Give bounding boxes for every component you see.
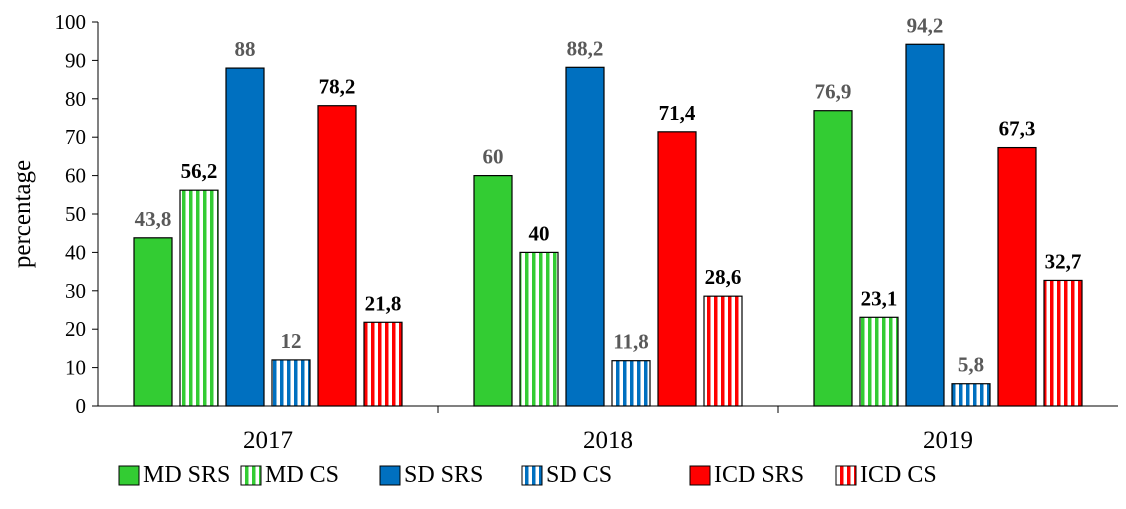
- x-category-label: 2018: [583, 427, 633, 454]
- axes: 0 10 20 30 40 50 60 70 80 90 100 2017 2018 2019: [55, 10, 1118, 454]
- legend-label: ICD CS: [860, 462, 937, 488]
- legend-item: MD CS: [240, 462, 339, 488]
- legend-swatch: [835, 465, 857, 486]
- legend-swatch: [379, 465, 401, 486]
- bar-sd-srs-2019: [905, 43, 945, 407]
- y-tick-label: 70: [65, 125, 86, 149]
- y-tick-label: 0: [76, 394, 87, 418]
- legend-label: MD SRS: [143, 462, 230, 488]
- y-tick-label: 60: [65, 164, 86, 188]
- y-tick-label: 20: [65, 317, 86, 341]
- bar-md-cs-2019: [859, 316, 899, 407]
- bar-md-cs-2018: [519, 251, 559, 407]
- bar-md-srs-2017: [133, 237, 173, 407]
- legend-label: MD CS: [265, 462, 339, 488]
- data-label: 23,1: [861, 286, 898, 310]
- bar-sd-cs-2018: [611, 360, 651, 407]
- bar-icd-cs-2019: [1043, 279, 1083, 407]
- bars: [133, 43, 1083, 407]
- data-label: 12: [281, 329, 302, 353]
- x-category-label: 2017: [243, 427, 293, 454]
- bar-icd-srs-2017: [317, 105, 357, 407]
- legend-label: ICD SRS: [714, 462, 804, 488]
- data-label: 56,2: [181, 159, 218, 183]
- legend-label: SD CS: [546, 462, 612, 488]
- data-label: 40: [529, 221, 550, 245]
- legend-item: MD SRS: [118, 462, 230, 488]
- data-label: 88: [235, 37, 256, 61]
- data-label: 43,8: [135, 207, 172, 231]
- data-label: 76,9: [815, 80, 852, 104]
- bar-icd-srs-2018: [657, 131, 697, 407]
- data-label: 94,2: [907, 13, 944, 37]
- data-label: 21,8: [365, 291, 402, 315]
- bar-icd-cs-2018: [703, 295, 743, 407]
- data-label: 32,7: [1045, 249, 1082, 273]
- x-category-label: 2019: [923, 427, 973, 454]
- bar-sd-srs-2017: [225, 67, 265, 407]
- legend-swatch: [240, 465, 262, 486]
- legend-swatch: [521, 465, 543, 486]
- data-label: 28,6: [705, 265, 742, 289]
- legend-label: SD SRS: [404, 462, 483, 488]
- data-label: 78,2: [319, 75, 356, 99]
- legend-item: SD SRS: [379, 462, 483, 488]
- data-label: 67,3: [999, 117, 1036, 141]
- bar-sd-srs-2018: [565, 66, 605, 407]
- bar-md-cs-2017: [179, 189, 219, 407]
- bar-sd-cs-2019: [951, 383, 991, 407]
- legend-item: ICD CS: [835, 462, 937, 488]
- y-tick-label: 10: [65, 356, 86, 380]
- data-label: 60: [483, 145, 504, 169]
- data-label: 71,4: [659, 101, 696, 125]
- y-tick-label: 80: [65, 87, 86, 111]
- legend: MD SRS MD CS SD SRS SD CS ICD SRS ICD CS: [118, 462, 937, 488]
- y-tick-label: 40: [65, 240, 86, 264]
- legend-swatch: [118, 465, 140, 486]
- y-tick-label: 50: [65, 202, 86, 226]
- legend-item: ICD SRS: [689, 462, 804, 488]
- y-tick-label: 90: [65, 48, 86, 72]
- y-tick-label: 30: [65, 279, 86, 303]
- data-label: 5,8: [958, 353, 984, 377]
- data-label: 11,8: [613, 330, 649, 354]
- legend-item: SD CS: [521, 462, 612, 488]
- bar-md-srs-2019: [813, 110, 853, 407]
- legend-swatch: [689, 465, 711, 486]
- bar-icd-srs-2019: [997, 146, 1037, 407]
- bar-icd-cs-2017: [363, 321, 403, 407]
- data-labels: 43,8 56,2 88 12 78,2 21,8 60 40 88,2 11,8 71,4 28,6…: [135, 13, 1082, 376]
- bar-sd-cs-2017: [271, 359, 311, 407]
- data-label: 88,2: [567, 36, 604, 60]
- bar-md-srs-2018: [473, 175, 513, 407]
- y-tick-label: 100: [55, 10, 87, 34]
- y-axis-label: percentage: [9, 160, 36, 268]
